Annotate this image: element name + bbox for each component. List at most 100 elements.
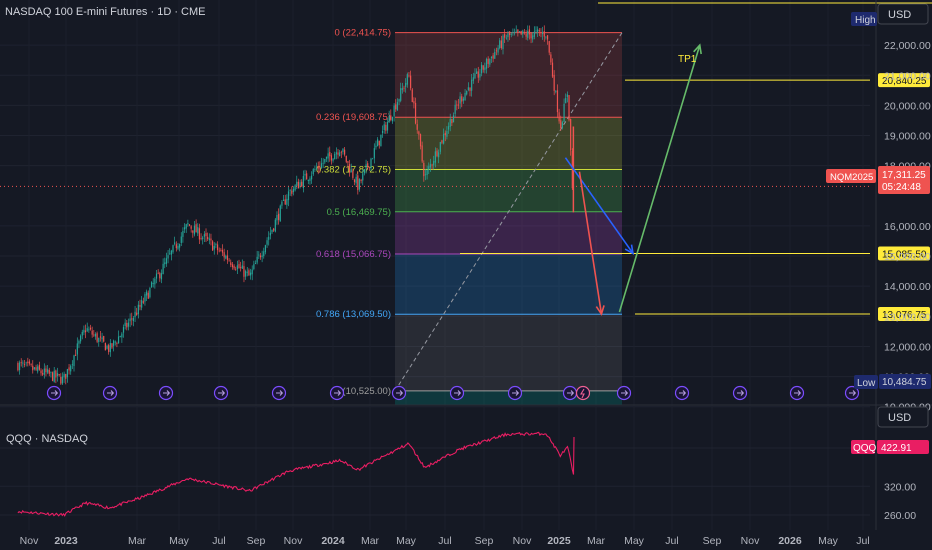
x-tick-label: May <box>396 535 417 547</box>
candle-down <box>226 255 229 261</box>
fib-zone <box>395 211 622 255</box>
candle-up <box>249 272 252 276</box>
nq-price: 17,311.25 <box>882 170 926 181</box>
candle-up <box>268 236 270 240</box>
candle-down <box>20 362 22 364</box>
candle-up <box>513 32 516 34</box>
candle-up <box>164 262 166 265</box>
candle-down <box>345 155 347 162</box>
qqq-currency-button[interactable] <box>877 406 929 428</box>
candle-up <box>83 329 85 333</box>
candle-up <box>152 283 154 284</box>
candle-up <box>443 134 445 144</box>
candle-down <box>416 124 418 130</box>
x-tick-label: 2025 <box>547 535 571 547</box>
candle-up <box>332 158 334 161</box>
candle-down <box>540 32 542 34</box>
candle-up <box>73 355 75 367</box>
candle-down <box>495 50 498 52</box>
candle-up <box>542 32 544 35</box>
y-tick-label: 12,000.00 <box>884 341 931 353</box>
x-tick-label: Sep <box>703 535 722 547</box>
candle-up <box>183 227 186 230</box>
currency-label: USD <box>888 9 911 21</box>
x-tick-label: Jul <box>665 535 678 547</box>
candle-up <box>144 294 146 302</box>
candle-down <box>410 75 412 89</box>
candle-up <box>169 253 171 255</box>
candle-down <box>51 372 54 381</box>
candle-down <box>421 145 423 162</box>
candle-down <box>136 312 138 316</box>
candle-up <box>454 104 456 114</box>
candle-up <box>370 158 372 169</box>
x-tick-label: Nov <box>741 535 760 547</box>
candle-down <box>357 175 359 191</box>
grid-lines <box>0 44 870 516</box>
candle-up <box>535 30 537 32</box>
candle-up <box>375 145 377 148</box>
candle-up <box>386 121 389 131</box>
candle-up <box>479 73 481 78</box>
arrow-right-icon <box>794 390 802 396</box>
candle-up <box>320 163 323 168</box>
candle-down <box>530 32 532 39</box>
candle-down <box>96 333 98 342</box>
nq-ticker-badge <box>826 169 876 183</box>
arrow-right-icon <box>567 390 575 396</box>
candle-down <box>220 249 222 251</box>
candle-up <box>180 236 182 243</box>
candle-up <box>251 269 253 275</box>
candle-up <box>33 367 36 369</box>
fib-zone <box>395 254 622 315</box>
candle-down <box>306 173 308 180</box>
candle-down <box>390 115 392 121</box>
candle-down <box>403 87 405 89</box>
candle-up <box>396 102 399 111</box>
candle-down <box>571 151 573 189</box>
candle-up <box>510 33 512 35</box>
candle-up <box>78 340 80 344</box>
candle-up <box>299 182 301 188</box>
currency-button[interactable] <box>877 3 929 25</box>
candle-down <box>175 244 177 249</box>
candle-up <box>37 366 39 372</box>
candle-up <box>363 169 366 174</box>
candle-down <box>457 104 460 106</box>
candle-up <box>94 334 97 337</box>
x-tick-label: 2024 <box>321 535 345 547</box>
candle-up <box>434 151 436 163</box>
price-level-badge <box>878 246 930 261</box>
candle-down <box>84 330 87 333</box>
candle-up <box>446 131 448 137</box>
candle-up <box>466 90 468 95</box>
fib-level-label: 0.786 (13,069.50) <box>316 309 391 320</box>
candle-up <box>532 35 534 40</box>
arrow-right-icon <box>107 390 115 396</box>
x-tick-label: Jul <box>212 535 225 547</box>
nq-countdown: 05:24:48 <box>882 182 921 193</box>
x-tick-label: Jul <box>856 535 869 547</box>
candle-up <box>70 365 72 372</box>
candle-up <box>287 191 290 201</box>
candle-up <box>80 335 82 342</box>
candle-down <box>99 336 102 338</box>
green-projection-arrow <box>618 44 701 313</box>
candle-down <box>207 236 209 239</box>
price-level-value: 15,085.50 <box>882 249 927 260</box>
y-tick-label: 320.00 <box>884 481 916 493</box>
x-tick-label: May <box>624 535 645 547</box>
candle-up <box>505 37 507 39</box>
qqq-ticker-badge <box>851 440 875 454</box>
nq-price-badge <box>878 166 930 194</box>
candle-down <box>319 166 321 169</box>
candle-down <box>568 95 570 121</box>
candle-up <box>459 96 461 104</box>
candle-up <box>311 175 313 180</box>
x-tick-label: Sep <box>247 535 266 547</box>
candle-up <box>101 337 103 340</box>
candle-down <box>543 31 545 37</box>
candle-down <box>223 252 225 258</box>
high-label: High <box>855 15 876 26</box>
candle-up <box>545 36 547 38</box>
